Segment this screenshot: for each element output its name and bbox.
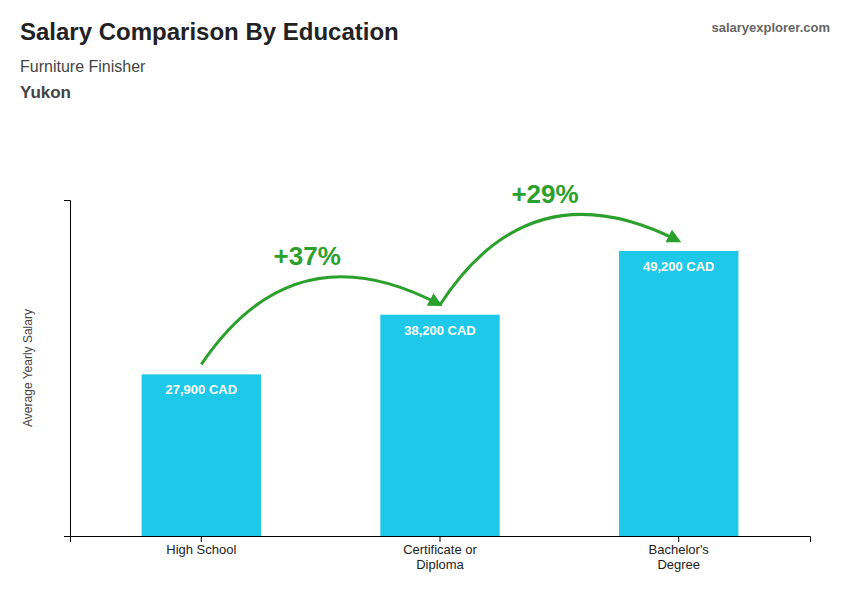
annotation: +29% [511,179,578,209]
bar [142,374,261,536]
x-tick: High School [166,536,236,557]
data-label: 27,900 CAD [166,382,238,397]
x-tick-label: Certificate orDiploma [403,542,477,572]
subtitle: Yukon [20,83,71,102]
bar [619,251,738,536]
watermark-part: salary [711,20,749,35]
data-labels: 27,900 CAD 38,200 CAD 49,200 CAD [166,259,715,397]
x-tick-mark [678,536,679,542]
x-tick-mark [201,536,202,542]
watermark-part: explorer [749,20,800,35]
x-tick-label: High School [166,542,236,557]
y-axis-label: Average Yearly Salary [21,309,35,427]
data-label: 49,200 CAD [643,259,715,274]
title: Salary Comparison By Education [20,18,399,45]
y-axis [64,201,71,537]
chart-container: Salary Comparison By Education Furniture … [0,0,850,606]
x-tick-label-line: Certificate or [403,542,477,557]
chart-svg: Salary Comparison By Education Furniture … [0,0,850,606]
x-tick-label-line: Bachelor's [649,542,710,557]
bars [142,251,739,536]
x-tick-label-line: Diploma [416,557,464,572]
data-label: 38,200 CAD [404,323,476,338]
x-tick-label-line: High School [166,542,236,557]
arrow [440,214,679,304]
arrow [201,277,440,365]
bar [380,315,499,536]
x-tick-label-line: Degree [657,557,700,572]
x-axis: High School Certificate orDiploma Bachelor… [71,536,811,572]
y-axis-line [64,201,71,537]
x-axis-line [71,537,811,543]
annotation: +37% [274,241,341,271]
x-tick-mark [440,536,441,542]
subtitle: Furniture Finisher [20,58,146,75]
watermark: salaryexplorer.com [711,20,830,35]
annotations: +37% +29% [201,179,678,364]
x-tick: Certificate orDiploma [403,536,477,572]
watermark-part: .com [800,20,830,35]
x-tick: Bachelor'sDegree [649,536,710,572]
x-tick-label: Bachelor'sDegree [649,542,710,572]
